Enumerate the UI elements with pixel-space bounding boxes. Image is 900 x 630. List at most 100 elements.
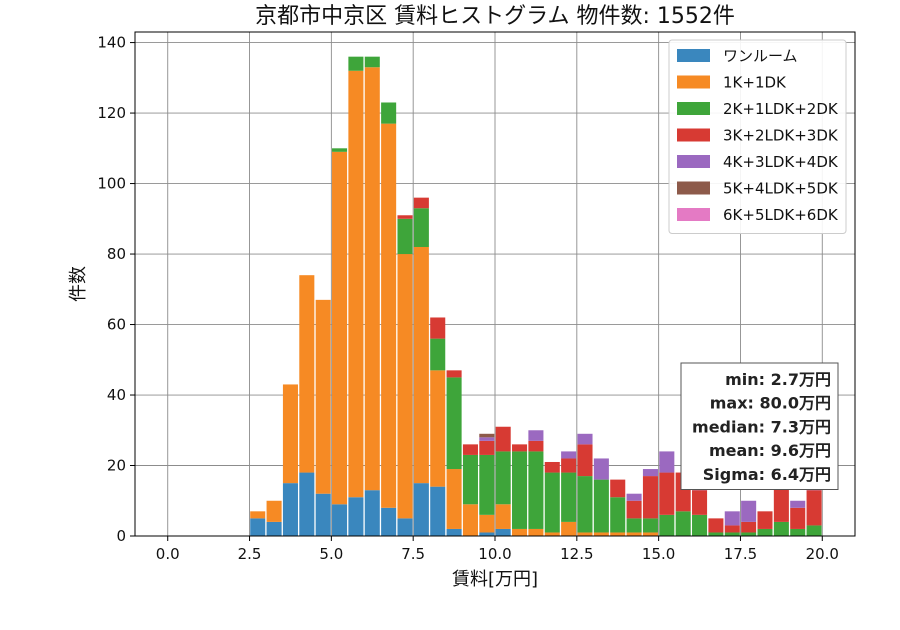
x-tick-label: 17.5	[724, 545, 757, 563]
bar-segment	[512, 528, 528, 536]
bar-segment	[250, 518, 266, 536]
bar-segment	[773, 521, 789, 536]
bar-segment	[397, 218, 413, 255]
bar-segment	[512, 444, 528, 452]
legend-label: 4K+3LDK+4DK	[723, 153, 839, 171]
bar-segment	[348, 56, 364, 71]
legend-swatch	[677, 102, 710, 115]
bar-segment	[266, 521, 282, 536]
bar-segment	[659, 472, 675, 515]
y-tick-label: 140	[97, 34, 126, 52]
legend-swatch	[677, 181, 710, 195]
bar-segment	[577, 532, 593, 536]
bar-segment	[544, 532, 560, 536]
bar-segment	[626, 500, 642, 519]
bar-segment	[659, 514, 675, 536]
legend-swatch	[677, 75, 710, 89]
bar-segment	[642, 518, 658, 533]
bar-segment	[446, 377, 462, 470]
bar-segment	[593, 458, 609, 480]
legend-label: 1K+1DK	[723, 74, 787, 92]
bar-segment	[610, 497, 626, 533]
bar-segment	[430, 486, 446, 536]
bar-segment	[364, 56, 380, 68]
bar-segment	[479, 437, 495, 441]
y-tick-label: 120	[97, 104, 126, 122]
x-tick-label: 10.0	[478, 545, 511, 563]
bar-segment	[561, 451, 577, 459]
bar-segment	[332, 504, 348, 536]
bar-segment	[626, 493, 642, 501]
legend-label: 3K+2LDK+3DK	[723, 127, 839, 145]
bar-segment	[593, 479, 609, 533]
bar-segment	[495, 504, 511, 529]
legend: ワンルーム 1K+1DK 2K+1LDK+2DK 3K+2LDK+3DK 4K+3LDK…	[668, 39, 847, 234]
bar-segment	[364, 67, 380, 491]
stats-line: min: 2.7万円	[725, 370, 831, 389]
y-tick-label: 0	[116, 527, 126, 545]
x-tick-label: 2.5	[238, 545, 262, 563]
bar-segment	[462, 504, 478, 536]
bar-segment	[528, 528, 544, 536]
stats-line: median: 7.3万円	[692, 417, 831, 436]
bar-segment	[479, 514, 495, 533]
bar-segment	[724, 532, 740, 536]
bar-segment	[397, 215, 413, 219]
bar-segment	[413, 197, 429, 209]
bar-segment	[577, 433, 593, 445]
bar-segment	[561, 458, 577, 473]
bar-segment	[282, 384, 298, 484]
bar-segment	[806, 490, 822, 526]
bar-segment	[348, 497, 364, 536]
stats-box: min: 2.7万円 max: 80.0万円 median: 7.3万円 mean: …	[680, 362, 839, 490]
bar-segment	[413, 208, 429, 247]
bar-segment	[741, 521, 757, 533]
bar-segment	[659, 451, 675, 473]
bar-segment	[479, 440, 495, 455]
bar-segment	[757, 528, 773, 536]
grid-lines	[135, 32, 855, 537]
bar-segment	[381, 507, 397, 536]
x-axis-ticks: 0.0 2.5 5.0 7.5 10.0 12.5 15.0 17.5 20.0	[156, 536, 839, 563]
bar-segment	[381, 102, 397, 124]
stats-line: mean: 9.6万円	[709, 441, 831, 460]
bar-segment	[479, 532, 495, 536]
bar-segment	[446, 370, 462, 378]
legend-swatch	[677, 155, 710, 168]
y-tick-label: 80	[107, 245, 126, 263]
bar-segment	[561, 521, 577, 536]
bar-segment	[806, 525, 822, 536]
bar-segment	[299, 472, 315, 536]
bar-segment	[462, 454, 478, 505]
x-tick-label: 5.0	[319, 545, 343, 563]
bar-segment	[397, 254, 413, 519]
bar-segment	[642, 532, 658, 536]
bar-segment	[790, 528, 806, 536]
bar-segment	[462, 444, 478, 455]
x-axis-label: 賃料[万円]	[452, 569, 538, 590]
bar-segment	[675, 511, 691, 536]
bar-segment	[692, 490, 708, 515]
legend-label: ワンルーム	[723, 47, 798, 65]
bar-segment	[266, 500, 282, 522]
y-tick-label: 100	[97, 175, 126, 193]
bar-segment	[299, 275, 315, 473]
bar-segment	[724, 511, 740, 526]
bar-segment	[642, 469, 658, 477]
bar-segment	[790, 507, 806, 529]
bar-segment	[724, 525, 740, 533]
x-tick-label: 0.0	[156, 545, 180, 563]
bar-segment	[364, 490, 380, 536]
legend-swatch	[677, 49, 710, 62]
bar-segment	[577, 476, 593, 533]
bar-segment	[708, 518, 724, 533]
legend-frame	[668, 39, 847, 234]
y-axis-ticks: 0 20 40 60 80 100 120 140	[97, 34, 135, 545]
bar-segment	[610, 479, 626, 498]
bar-segment	[332, 148, 348, 152]
bar-segment	[495, 451, 511, 505]
bar-segment	[446, 469, 462, 529]
legend-swatch	[677, 128, 710, 142]
bar-segment	[626, 532, 642, 536]
bar-segment	[544, 472, 560, 533]
